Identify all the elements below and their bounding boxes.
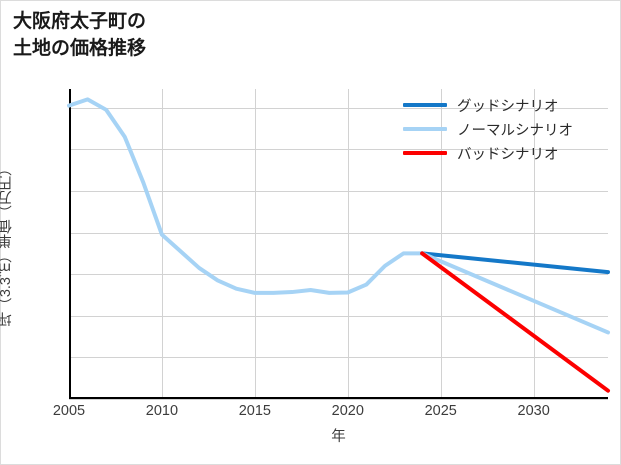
gridline-vertical [440,89,442,399]
series-line [420,251,610,335]
x-tick-label: 2020 [331,403,364,419]
gridline-horizontal [69,190,608,192]
gridline-horizontal [69,149,608,151]
gridline-vertical [161,89,163,399]
plot-frame [69,89,608,399]
legend-bad[interactable]: バッドシナリオ [403,141,613,165]
legend-swatch-icon [403,151,447,155]
gridline-vertical [533,89,535,399]
chart-title: 大阪府太子町の 土地の価格推移 [13,11,147,59]
gridline-horizontal [69,357,608,359]
gridline-horizontal [69,107,608,109]
x-tick-label: 2010 [145,403,179,419]
series-line [420,251,610,393]
x-tick-label: 2005 [52,403,86,419]
legend-label: グッドシナリオ [457,98,559,115]
gridline-vertical [254,89,256,399]
legend-label: バッドシナリオ [457,146,559,163]
legend-label: ノーマルシナリオ [457,122,573,139]
legend-swatch-icon [403,127,447,131]
legend-normal[interactable]: ノーマルシナリオ [403,117,613,141]
series-layer [67,97,610,393]
gridline-horizontal [69,274,608,276]
y-axis-title-text: 坪（3.3㎡）単価（万円） [0,161,14,327]
gridline-horizontal [69,399,608,400]
x-tick-label: 2030 [517,403,550,419]
x-axis-title: 年 [331,429,346,445]
gridline-horizontal [69,232,608,234]
x-tick-label: 2015 [238,403,271,419]
y-axis-title: 坪（3.3㎡）単価（万円） [0,89,15,399]
legend-good[interactable]: グッドシナリオ [403,93,613,117]
plot-area: 1314151617181920200520102015202020252030 [53,89,610,419]
series-line [67,97,425,295]
legend-swatch-icon [403,103,447,107]
series-line [420,251,610,275]
x-tick-label: 2025 [424,403,457,419]
gridline-horizontal [69,315,608,317]
gridline-vertical [347,89,349,399]
chart-legend: グッドシナリオ ノーマルシナリオ バッドシナリオ [403,93,613,165]
